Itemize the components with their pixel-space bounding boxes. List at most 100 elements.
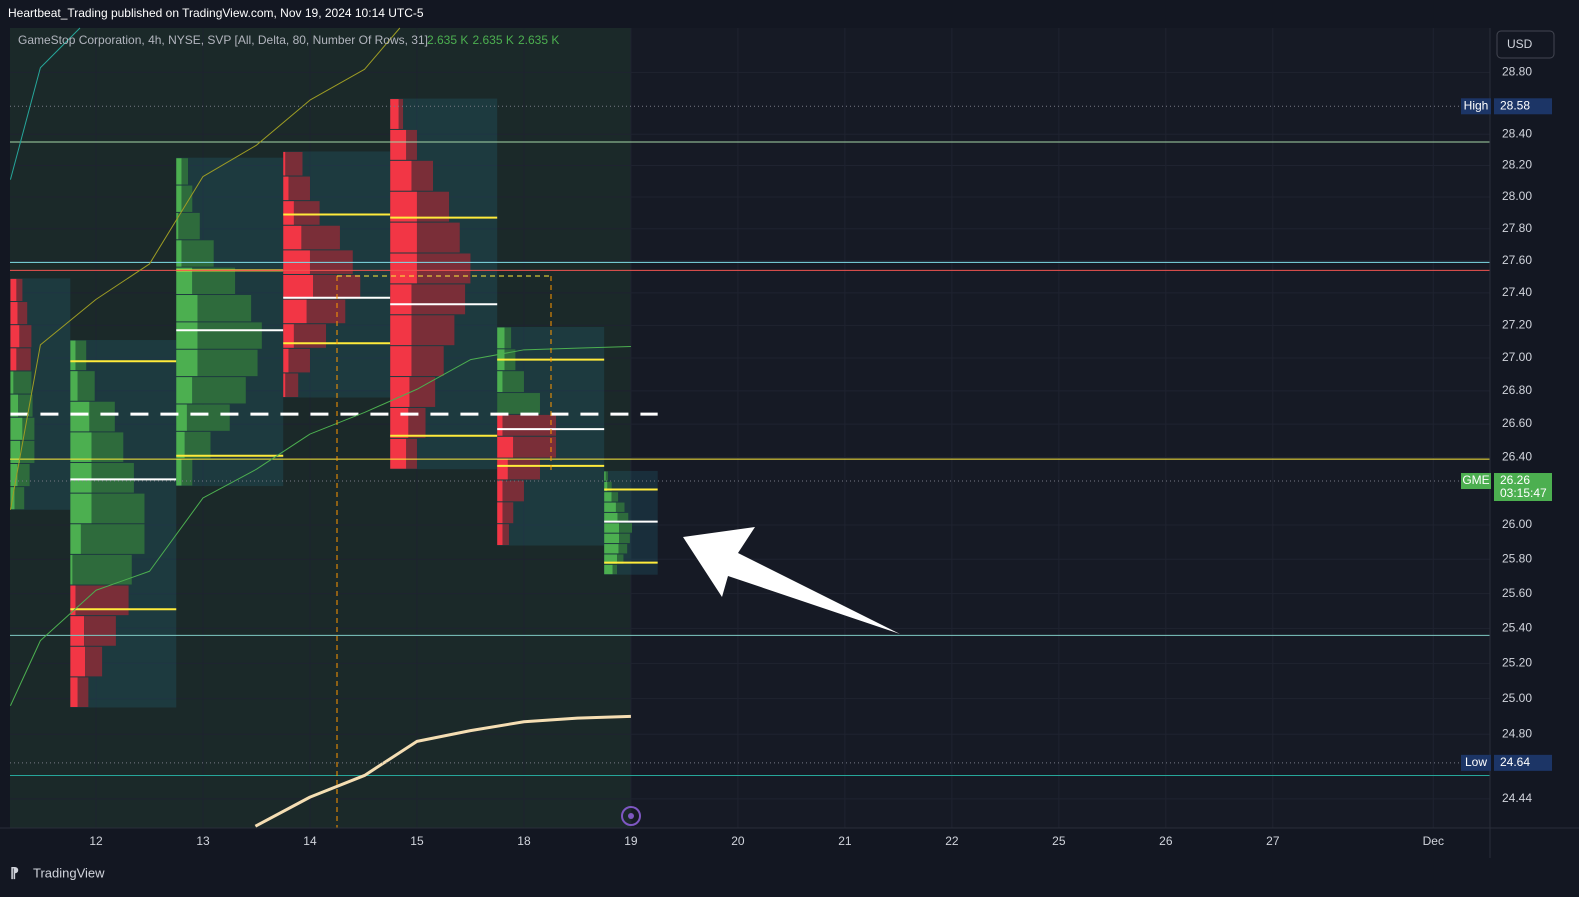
profile-volume xyxy=(293,201,320,225)
replay-icon-dot xyxy=(628,813,634,819)
profile-delta xyxy=(10,302,18,325)
profile-delta xyxy=(176,240,182,267)
profile-volume xyxy=(406,438,417,469)
profile-volume xyxy=(80,524,145,554)
profile-delta xyxy=(604,554,618,564)
profile-volume xyxy=(197,349,258,377)
plot-layer xyxy=(9,27,1490,828)
profile-volume xyxy=(617,512,629,523)
profile-volume xyxy=(406,129,417,160)
profile-volume xyxy=(181,459,193,486)
profile-volume xyxy=(192,377,246,404)
profile-volume xyxy=(197,295,252,322)
profile-volume xyxy=(91,493,145,524)
y-tick-label: 24.44 xyxy=(1502,791,1532,805)
profile-delta xyxy=(70,585,76,616)
profile-volume xyxy=(607,481,612,492)
profile-delta xyxy=(10,325,20,348)
profile-volume xyxy=(502,524,509,546)
profile-delta xyxy=(604,481,608,492)
profile-volume xyxy=(502,480,524,502)
session-box xyxy=(70,340,177,708)
profile-volume xyxy=(619,533,630,544)
profile-delta xyxy=(497,502,503,524)
x-tick-label: 15 xyxy=(410,834,424,848)
profile-delta xyxy=(176,404,187,431)
profile-delta xyxy=(283,201,294,225)
profile-volume xyxy=(16,278,23,302)
y-tick-label: 25.00 xyxy=(1502,691,1532,705)
profile-volume xyxy=(75,585,129,616)
badge-value-box xyxy=(1494,98,1552,115)
profile-delta xyxy=(390,160,412,191)
x-tick-label: 19 xyxy=(624,834,638,848)
profile-volume xyxy=(306,299,346,324)
profile-delta xyxy=(497,327,505,349)
profile-volume xyxy=(14,487,25,510)
profile-delta xyxy=(283,373,286,398)
profile-delta xyxy=(390,377,410,407)
currency-button[interactable] xyxy=(1496,30,1555,59)
badge-label-box xyxy=(1461,473,1491,490)
profile-delta xyxy=(176,212,179,240)
indicator-value: 2.635 K xyxy=(427,33,468,47)
y-tick-label: 28.80 xyxy=(1502,65,1532,79)
profile-delta xyxy=(70,340,76,371)
profile-delta xyxy=(283,324,294,348)
profile-volume xyxy=(615,502,625,512)
profile-volume xyxy=(197,322,262,349)
profile-delta xyxy=(10,278,17,302)
profile-delta xyxy=(176,431,185,459)
x-tick-label: 22 xyxy=(945,834,959,848)
profile-delta xyxy=(390,99,399,129)
profile-delta xyxy=(176,349,198,377)
y-tick-label: 25.20 xyxy=(1502,656,1532,670)
profile-volume xyxy=(181,158,189,185)
profile-volume xyxy=(20,440,35,463)
profile-delta xyxy=(70,432,92,463)
annotation-arrow xyxy=(683,527,900,634)
profile-volume xyxy=(605,471,608,481)
profile-volume xyxy=(497,393,540,414)
profile-volume xyxy=(192,267,236,295)
profile-delta xyxy=(10,417,23,440)
profile-volume xyxy=(293,324,327,348)
profile-volume xyxy=(411,284,466,315)
profile-volume xyxy=(19,325,32,348)
profile-delta xyxy=(604,502,616,512)
profile-delta xyxy=(176,377,193,404)
profile-volume xyxy=(77,677,89,708)
profile-delta xyxy=(497,436,514,458)
badge-value-box xyxy=(1494,754,1552,771)
indicator-value: 2.635 K xyxy=(518,33,559,47)
y-tick-label: 26.80 xyxy=(1502,383,1532,397)
profile-volume xyxy=(178,212,200,240)
profile-delta xyxy=(390,346,412,377)
profile-volume xyxy=(504,327,512,349)
replay-icon[interactable] xyxy=(621,806,641,826)
y-tick-label: 26.00 xyxy=(1502,517,1532,531)
profile-delta xyxy=(70,401,90,432)
profile-delta xyxy=(70,463,92,493)
x-tick-label: 13 xyxy=(196,834,210,848)
profile-volume xyxy=(617,554,624,564)
session-box xyxy=(176,157,284,487)
profile-delta xyxy=(283,299,307,324)
x-tick-label: 25 xyxy=(1052,834,1066,848)
currency: USD xyxy=(1507,37,1533,51)
x-tick-label: Dec xyxy=(1423,834,1444,848)
profile-volume xyxy=(75,340,87,371)
y-tick-label: 27.60 xyxy=(1502,253,1532,267)
profile-volume xyxy=(502,502,514,524)
profile-delta xyxy=(283,274,314,299)
profile-delta xyxy=(497,414,503,436)
header: Heartbeat_Trading published on TradingVi… xyxy=(8,6,424,20)
y-tick-label: 28.00 xyxy=(1502,189,1532,203)
profile-delta xyxy=(390,315,412,346)
series-line xyxy=(9,346,631,706)
profile-delta xyxy=(497,371,503,393)
profile-delta xyxy=(497,524,503,546)
profile-delta xyxy=(70,554,73,585)
x-tick-label: 14 xyxy=(303,834,317,848)
